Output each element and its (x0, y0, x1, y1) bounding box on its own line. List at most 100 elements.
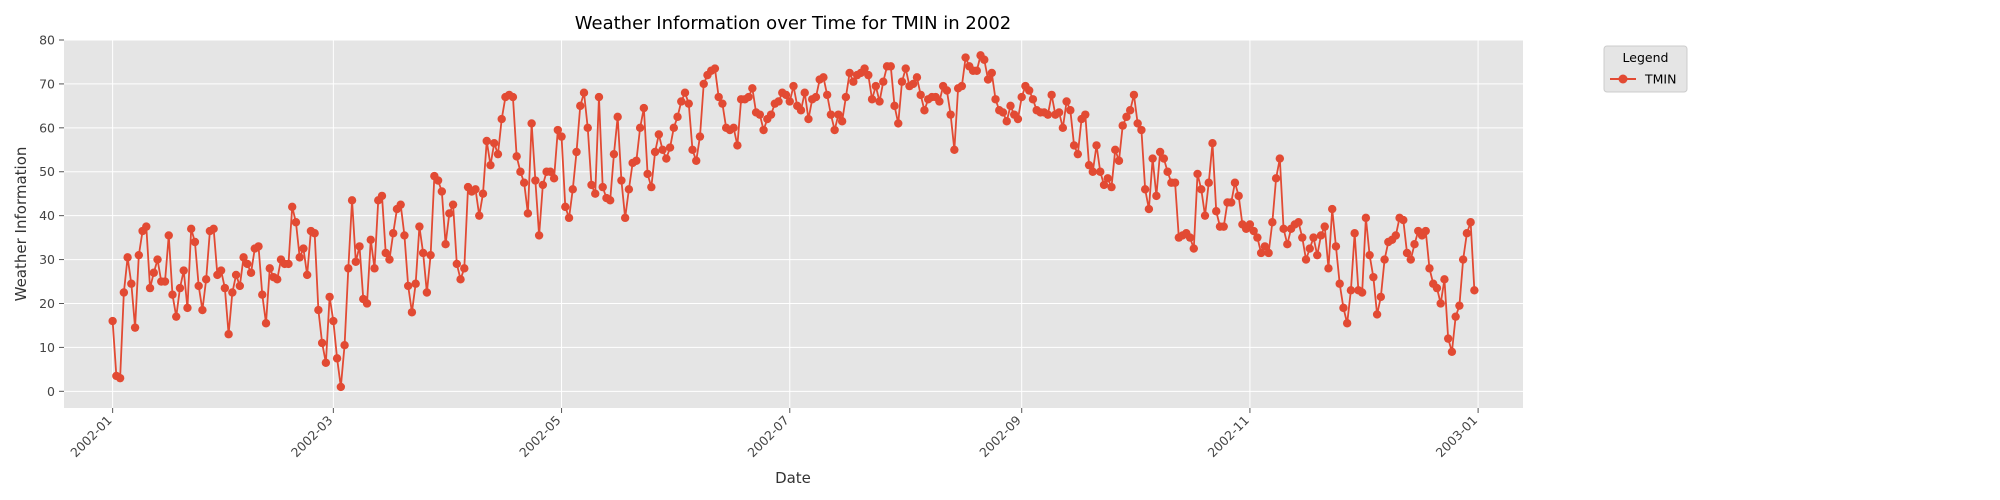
data-point (403, 281, 413, 291)
data-point (1249, 226, 1258, 236)
data-point (673, 112, 682, 122)
data-point (692, 156, 701, 165)
legend: Legend TMIN (1603, 45, 1688, 93)
data-point (699, 79, 708, 89)
data-point (1432, 283, 1442, 293)
data-point (650, 147, 660, 157)
data-point (781, 90, 791, 100)
data-point (201, 275, 211, 284)
y-axis-label: Weather Information (12, 147, 30, 302)
data-point (340, 341, 349, 350)
data-point (302, 270, 312, 280)
data-point (1118, 121, 1127, 130)
data-point (598, 182, 607, 192)
data-point (860, 64, 869, 73)
data-point (980, 55, 989, 64)
data-point (288, 202, 297, 212)
data-point (688, 145, 697, 154)
data-point (1305, 244, 1314, 253)
data-point (579, 88, 589, 97)
data-point (149, 268, 158, 277)
data-point (710, 64, 720, 73)
data-point (1283, 240, 1292, 249)
data-point (142, 222, 151, 231)
data-point (1264, 248, 1273, 258)
data-point (1372, 310, 1382, 319)
data-point (1350, 229, 1359, 238)
data-point (665, 143, 675, 152)
data-point (321, 358, 331, 367)
data-point (549, 174, 559, 183)
data-point (1399, 215, 1408, 225)
y-tick-label: 50 (39, 164, 55, 179)
data-point (1447, 347, 1457, 356)
data-point (845, 68, 854, 78)
data-point (561, 202, 570, 212)
data-point (1013, 114, 1023, 124)
data-point (261, 319, 271, 328)
data-point (1279, 224, 1288, 234)
data-point (145, 283, 155, 293)
data-point (471, 185, 480, 194)
data-point (1253, 233, 1262, 242)
data-point (624, 185, 634, 194)
data-point (512, 152, 521, 161)
data-point (119, 288, 129, 297)
data-point (127, 279, 136, 288)
data-point (433, 176, 443, 185)
data-point (1043, 110, 1053, 119)
data-point (168, 290, 177, 299)
data-point (1148, 154, 1157, 163)
y-tick-label: 70 (39, 76, 55, 91)
data-point (310, 229, 319, 238)
data-point (1357, 288, 1367, 297)
data-point (175, 283, 185, 293)
data-point (1088, 167, 1097, 176)
data-point (620, 213, 630, 223)
data-point (422, 288, 432, 297)
y-tick-label: 20 (39, 296, 55, 311)
data-point (1170, 178, 1180, 187)
data-point (448, 200, 458, 209)
data-point (819, 73, 828, 82)
data-point (826, 110, 836, 119)
data-point (186, 224, 196, 234)
data-point (766, 110, 776, 119)
data-point (950, 145, 959, 154)
data-point (1111, 145, 1120, 154)
data-point (785, 97, 794, 106)
data-point (1062, 97, 1071, 106)
data-point (1212, 207, 1221, 216)
data-point (130, 323, 140, 332)
data-point (1458, 255, 1468, 264)
data-point (1462, 229, 1472, 238)
plot-area (64, 40, 1523, 408)
data-point (729, 123, 738, 133)
data-point (1122, 112, 1131, 122)
data-point (609, 149, 619, 159)
data-point (961, 53, 970, 62)
data-point (486, 160, 495, 170)
data-point (534, 231, 544, 240)
data-point (475, 211, 484, 220)
data-point (1047, 90, 1056, 100)
data-point (1066, 106, 1075, 115)
data-point (1137, 125, 1146, 135)
data-point (108, 316, 117, 326)
data-point (538, 180, 548, 190)
data-point (1316, 231, 1326, 240)
data-point (347, 196, 357, 205)
data-point (1081, 110, 1090, 119)
data-point (1391, 231, 1401, 240)
data-point (527, 119, 536, 128)
data-point (332, 354, 342, 363)
data-point (172, 312, 181, 321)
data-point (1197, 185, 1206, 194)
data-point (317, 338, 327, 348)
data-point (1099, 180, 1109, 190)
data-point (546, 167, 555, 176)
data-point (516, 167, 525, 176)
legend-title: Legend (1623, 50, 1669, 65)
data-point (243, 259, 252, 269)
data-point (822, 90, 832, 100)
